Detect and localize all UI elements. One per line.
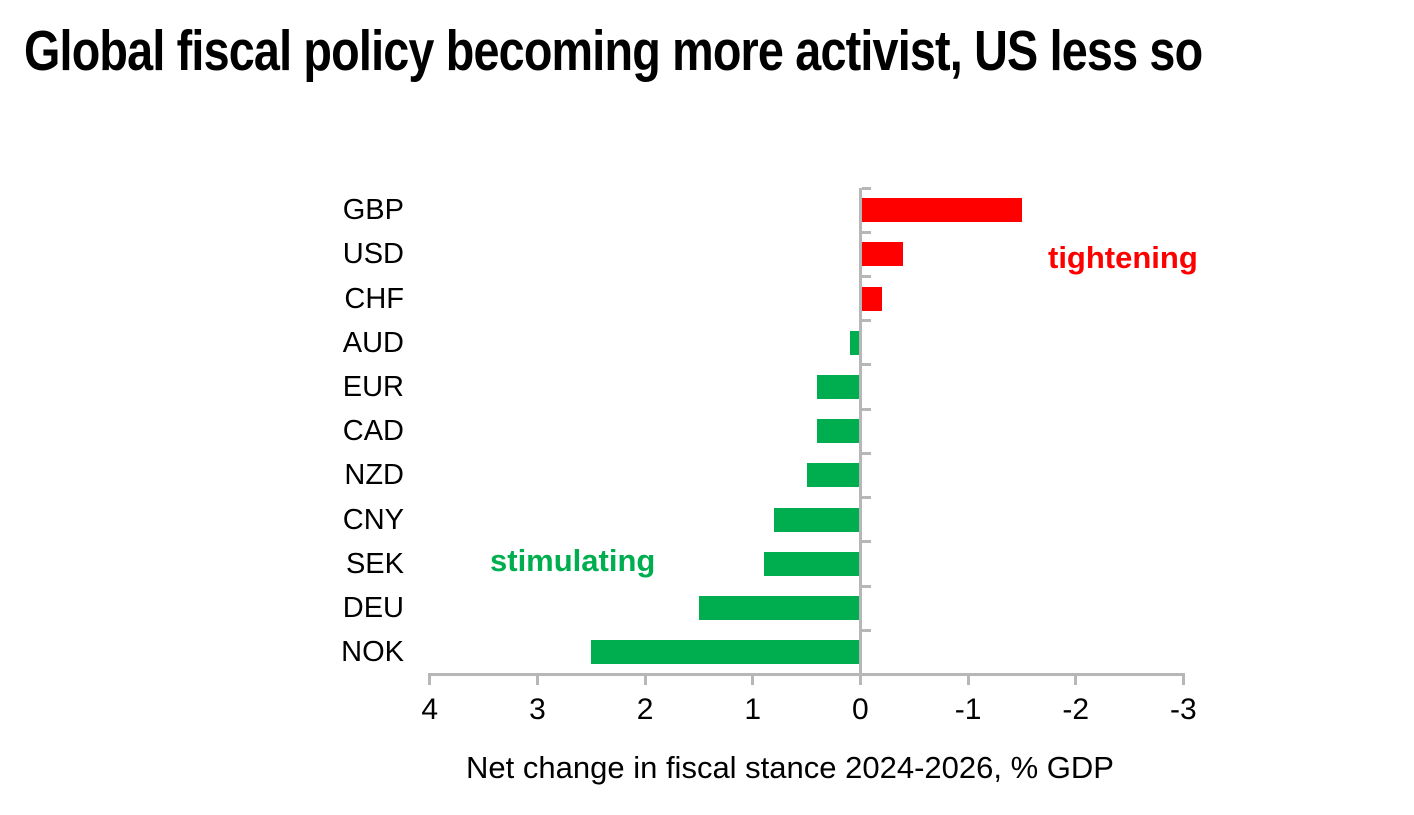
x-tick-label: -1 — [954, 692, 982, 726]
x-tick-label: 4 — [421, 692, 439, 726]
category-label-sek: SEK — [345, 547, 404, 580]
y-axis-tick — [861, 230, 871, 234]
bar-cad — [817, 419, 861, 444]
x-axis-tick — [751, 676, 755, 685]
x-tick-label: 2 — [636, 692, 654, 726]
category-label-nzd: NZD — [344, 459, 404, 492]
category-label-usd: USD — [342, 238, 404, 271]
x-axis-tick — [858, 676, 862, 685]
x-axis-tick — [535, 676, 539, 685]
x-axis-tick — [428, 676, 432, 685]
y-axis-tick — [861, 496, 871, 500]
x-tick-label: -3 — [1170, 692, 1197, 726]
x-axis-label: Net change in fiscal stance 2024-2026, %… — [466, 750, 1114, 785]
y-axis-tick — [861, 451, 871, 455]
annotation-stimulating: stimulating — [490, 543, 656, 578]
category-label-chf: CHF — [344, 282, 404, 315]
bar-usd — [860, 242, 904, 267]
x-tick-label: 3 — [529, 692, 546, 726]
category-label-nok: NOK — [341, 636, 404, 669]
category-label-cad: CAD — [342, 415, 404, 448]
y-axis-tick — [861, 540, 871, 544]
y-axis-tick — [861, 186, 871, 190]
y-axis-line — [858, 188, 862, 675]
bar-deu — [698, 596, 861, 621]
y-axis-tick — [861, 274, 871, 278]
category-label-gbp: GBP — [342, 194, 404, 227]
category-label-cny: CNY — [342, 503, 404, 536]
bar-gbp — [860, 198, 1022, 223]
x-axis-tick — [966, 676, 970, 685]
category-label-eur: EUR — [342, 371, 404, 404]
y-axis-tick — [861, 628, 871, 632]
bar-chf — [860, 286, 882, 311]
category-label-aud: AUD — [342, 326, 404, 359]
x-axis-line — [428, 673, 1185, 676]
bar-nok — [591, 640, 861, 665]
y-axis-tick — [861, 407, 871, 411]
bar-cny — [774, 507, 861, 532]
x-axis-tick — [1181, 676, 1185, 685]
x-axis-tick — [643, 676, 647, 685]
y-axis-tick — [861, 584, 871, 588]
annotation-tightening: tightening — [1048, 240, 1198, 275]
bar-sek — [763, 551, 861, 576]
x-tick-label: -2 — [1062, 692, 1090, 726]
x-tick-label: 1 — [744, 692, 762, 726]
x-axis-tick — [1074, 676, 1078, 685]
bar-aud — [849, 330, 861, 355]
x-tick-label: 0 — [852, 692, 869, 726]
y-axis-tick — [861, 363, 871, 367]
category-label-deu: DEU — [342, 592, 404, 625]
chart-title: Global fiscal policy becoming more activ… — [24, 19, 1203, 83]
y-axis-tick — [861, 319, 871, 323]
bar-nzd — [806, 463, 861, 488]
bar-eur — [817, 375, 861, 400]
